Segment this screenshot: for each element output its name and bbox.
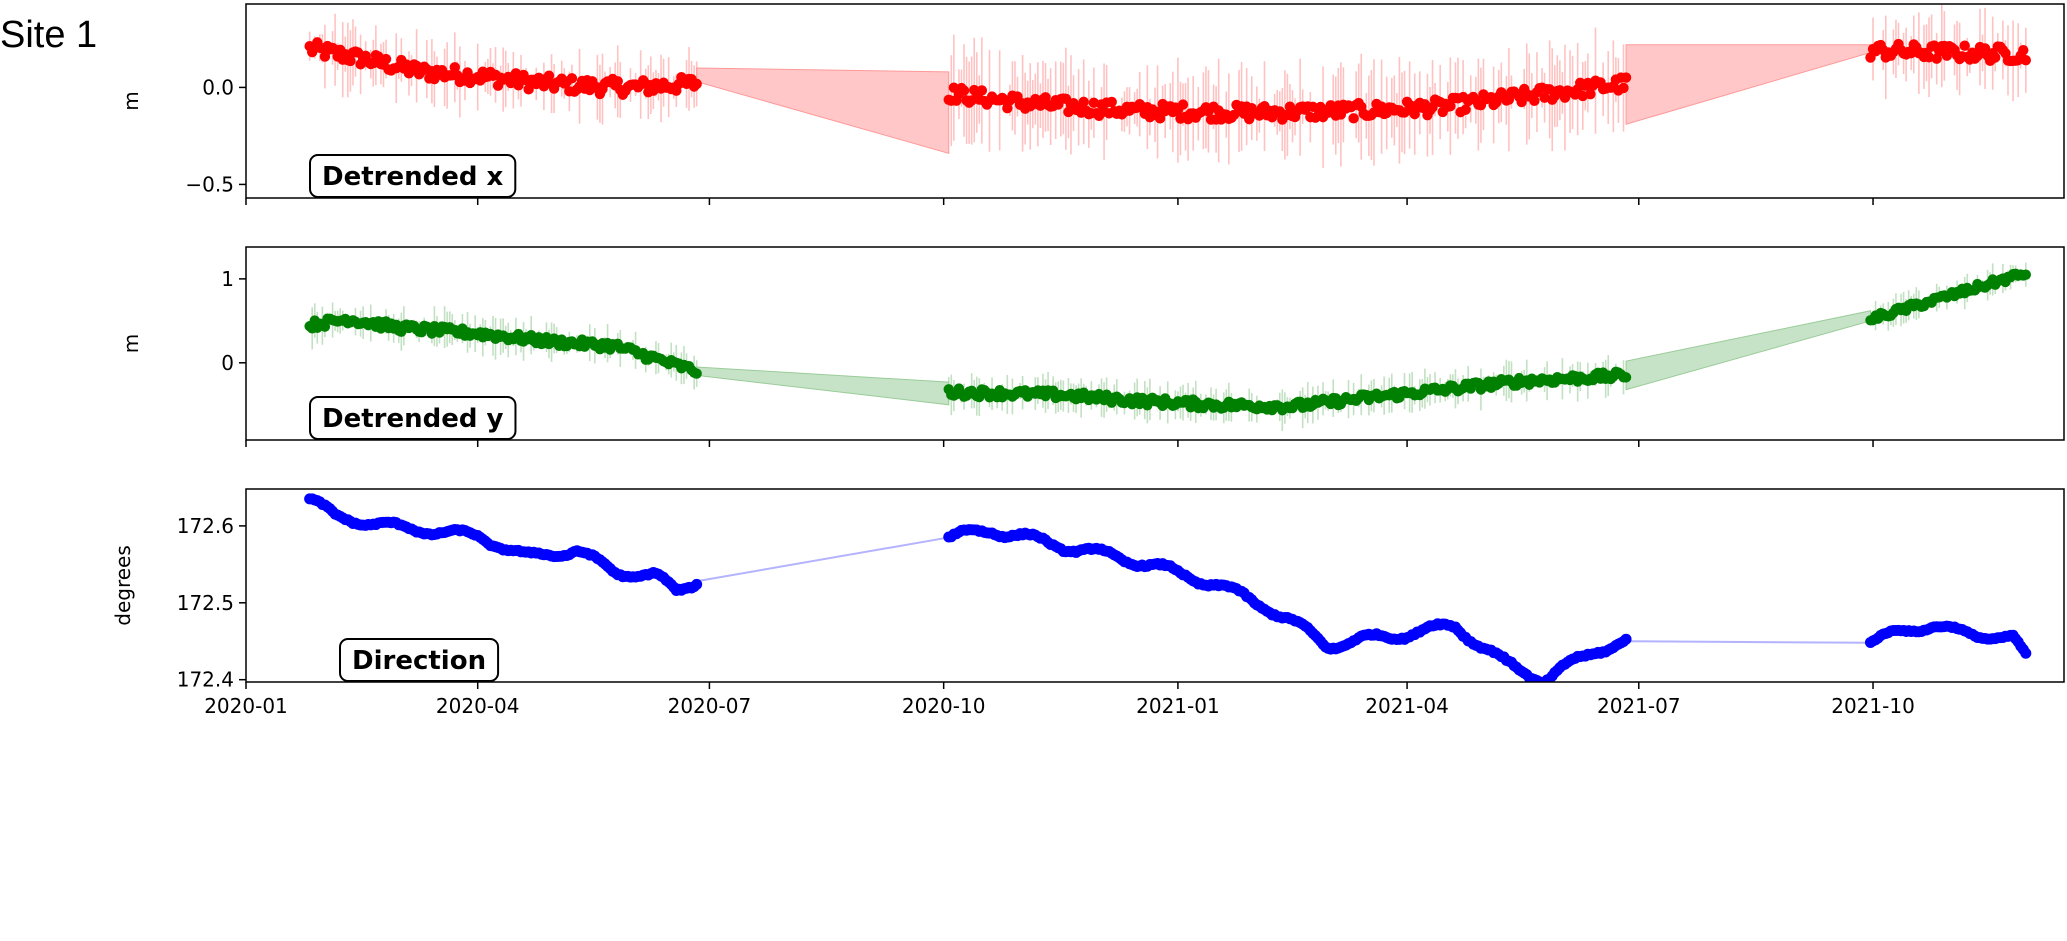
data-point [1348,113,1359,124]
x-tick-label: 2021-10 [1831,694,1915,718]
data-point [1310,112,1321,123]
site-title: Site 1 [0,14,98,56]
y-tick-label: −0.5 [185,172,234,196]
data-point [1620,72,1632,83]
y-axis-label: degrees [111,545,135,626]
gap-band [696,67,950,155]
gap-band [1625,310,1871,391]
data-point [1941,50,1953,61]
data-point [1154,113,1166,124]
y-tick-label: 0 [221,351,234,375]
gap-band [1625,44,1871,125]
y-tick-label: 172.6 [177,514,234,538]
gap-line [696,536,949,583]
x-tick-label: 2020-10 [902,694,986,718]
data-point [1284,101,1296,112]
data-point [691,368,702,379]
panel-direction: 172.6 172.5 172.4 degrees 2020-01 2020-04 2020… [111,488,2065,718]
panel-label: Direction [339,638,500,682]
data-point [380,53,392,65]
panel-label-text: Detrended y [322,404,504,434]
x-tick-label: 2020-04 [436,694,520,718]
y-axis-label: m [119,334,143,353]
panel-label-box [339,638,500,682]
panel-label-text: Direction [352,646,486,676]
panel-label: Detrended y [309,396,517,440]
panel-label-box [309,396,517,440]
y-axis-label: m [119,91,143,110]
data-point [1529,95,1540,107]
data-point [1460,104,1471,115]
data-point [345,55,356,67]
panel-detrended-y: 1 0 m Detrended y [119,246,2065,447]
panel-label: Detrended x [309,154,517,198]
gap-band [696,366,950,406]
data-point [1620,633,1632,645]
y-tick-label: 172.5 [177,591,234,615]
data-point [1585,88,1596,100]
y-tick-label: 172.4 [177,668,234,692]
plot-area [304,5,2032,168]
data-point [1078,96,1089,108]
data-point [2020,55,2032,66]
x-tick-label: 2021-04 [1365,694,1449,718]
y-tick-label: 0.0 [202,75,234,99]
data-point [2020,647,2032,659]
data-point [612,76,623,87]
x-tick-label: 2021-01 [1136,694,1220,718]
data-point [958,85,970,96]
data-point [1516,96,1527,108]
data-point [1990,52,2001,63]
data-point [1620,372,1632,383]
panel-label-box [309,154,517,198]
x-tick-label: 2020-07 [668,694,752,718]
data-point [1445,100,1456,112]
data-point [319,51,331,62]
data-point [1002,103,1013,114]
data-point [1409,108,1420,120]
data-point [691,78,702,90]
data-point [449,62,460,73]
x-tick-label: 2020-01 [204,694,288,718]
data-point [1106,96,1117,108]
panel-detrended-x: 0.0 −0.5 m Detrended x [119,3,2065,205]
panel-label-text: Detrended x [322,162,504,192]
data-point [1177,99,1189,110]
plot-area [304,493,2032,682]
data-point [523,84,534,95]
gap-line [1626,640,1871,644]
data-point [976,85,988,96]
plot-area [304,262,2032,432]
data-point [1618,82,1629,94]
data-point [543,70,555,81]
data-point [2018,45,2029,56]
data-point [966,95,977,106]
data-point [1959,40,1970,51]
axes-frame [245,246,2065,441]
x-tick-label: 2021-07 [1597,694,1681,718]
y-tick-label: 1 [221,267,234,291]
axes-frame [245,3,2065,199]
data-point [319,321,331,332]
data-point [566,73,578,84]
axes-frame [245,488,2065,683]
data-point [2020,269,2032,280]
data-point [691,578,703,590]
